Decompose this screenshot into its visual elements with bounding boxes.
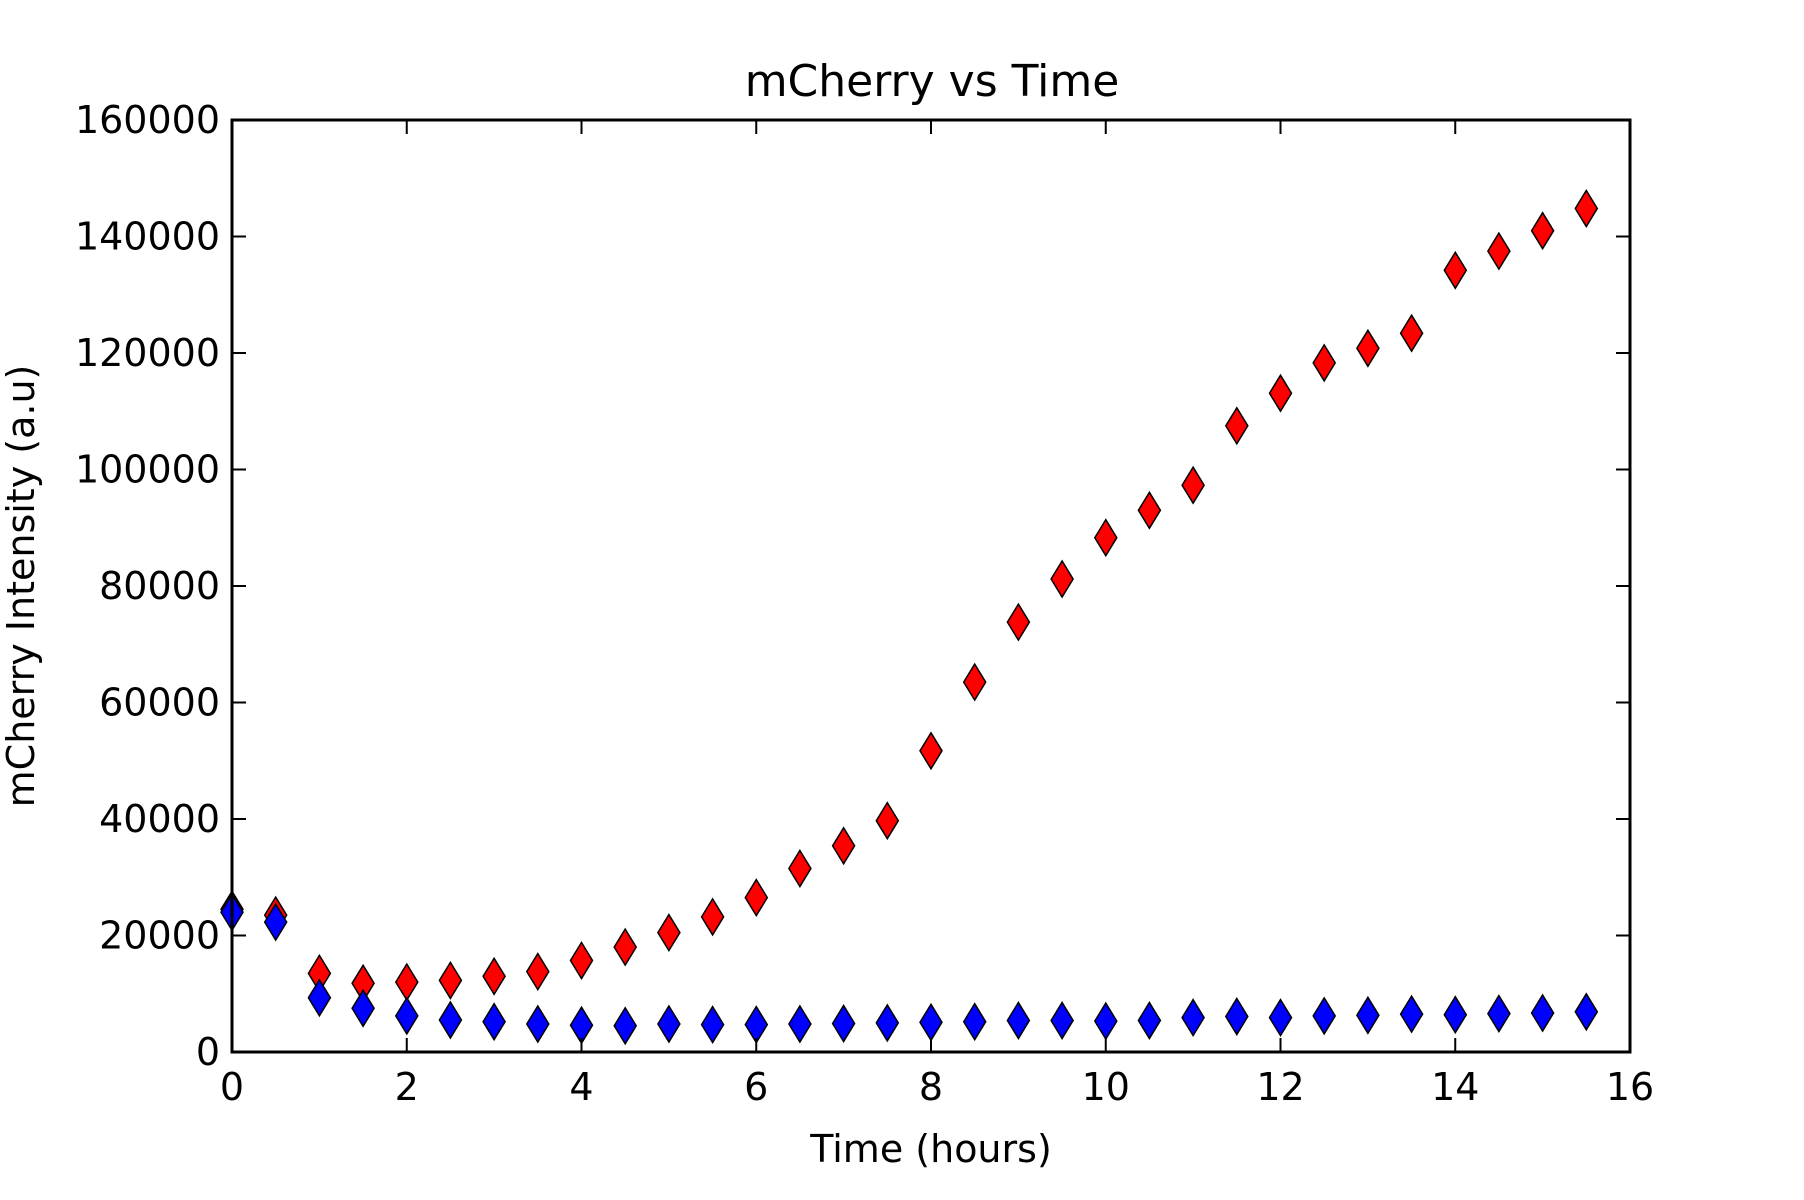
data-point-red <box>569 941 594 980</box>
data-point-blue <box>1530 993 1555 1033</box>
data-point-red <box>1268 373 1293 413</box>
y-tick-label: 140000 <box>75 215 220 259</box>
data-point-red <box>1399 313 1424 353</box>
data-point-blue <box>1181 998 1205 1038</box>
x-tick-label: 14 <box>1431 1065 1479 1109</box>
x-tick-label: 2 <box>395 1065 419 1109</box>
y-tick-label: 160000 <box>75 98 220 142</box>
x-tick-label: 0 <box>220 1065 244 1109</box>
y-tick-labels: 0 20000 40000 60000 80000 100000 120000 140000 1… <box>75 98 220 1074</box>
data-point-red <box>1181 465 1205 505</box>
data-point-blue <box>1137 1001 1162 1040</box>
data-point-blue <box>482 1002 506 1042</box>
data-point-red <box>788 849 812 888</box>
data-point-red <box>1006 602 1031 642</box>
data-point-blue <box>263 902 288 942</box>
series-blue <box>220 892 1599 1046</box>
data-point-blue <box>525 1004 550 1044</box>
data-point-red <box>525 952 550 992</box>
data-point-blue <box>962 1002 987 1042</box>
data-point-blue <box>438 1000 463 1040</box>
data-point-blue <box>1050 1001 1074 1040</box>
data-point-blue <box>875 1003 900 1043</box>
data-point-blue <box>351 988 375 1028</box>
data-point-blue <box>700 1005 725 1045</box>
data-point-red <box>919 731 943 771</box>
data-point-red <box>1224 406 1249 446</box>
series-red <box>220 189 1599 1003</box>
data-point-blue <box>657 1004 681 1044</box>
data-point-red <box>700 897 725 937</box>
x-tick-label: 8 <box>919 1065 943 1109</box>
data-series <box>220 189 1599 1046</box>
plot-frame <box>230 118 1632 1054</box>
data-point-blue <box>394 996 419 1036</box>
data-point-blue <box>1268 998 1293 1038</box>
x-tick-label: 16 <box>1606 1065 1654 1109</box>
chart-title: mCherry vs Time <box>745 56 1120 107</box>
x-tick-label: 6 <box>744 1065 768 1109</box>
x-tick-label: 10 <box>1082 1065 1130 1109</box>
data-point-red <box>1312 343 1337 383</box>
data-point-red <box>613 927 638 967</box>
y-tick-label: 0 <box>196 1030 220 1074</box>
data-point-red <box>1530 211 1555 251</box>
data-point-red <box>657 913 681 953</box>
data-point-red <box>1050 559 1074 599</box>
data-point-blue <box>613 1006 638 1046</box>
x-tick-label: 4 <box>569 1065 593 1109</box>
y-tick-label: 20000 <box>99 914 220 958</box>
data-point-red <box>1356 328 1380 368</box>
x-tick-labels: 0 2 4 6 8 10 12 14 16 <box>220 1065 1654 1109</box>
data-point-blue <box>1399 994 1424 1034</box>
y-axis-label: mCherry Intensity (a.u) <box>0 365 43 808</box>
y-tick-label: 60000 <box>99 681 220 725</box>
data-point-blue <box>1006 1001 1031 1040</box>
data-point-red <box>1093 518 1118 558</box>
data-point-red <box>1443 250 1468 290</box>
x-axis-label: Time (hours) <box>809 1127 1052 1171</box>
data-point-blue <box>831 1004 856 1043</box>
data-point-red <box>831 826 856 866</box>
y-tick-label: 80000 <box>99 564 220 608</box>
data-point-blue <box>307 978 332 1018</box>
x-tick-label: 12 <box>1256 1065 1304 1109</box>
data-point-blue <box>1574 992 1599 1032</box>
y-tick-label: 100000 <box>75 448 220 492</box>
data-point-blue <box>1224 997 1249 1036</box>
data-point-blue <box>788 1004 812 1044</box>
data-point-blue <box>1356 995 1380 1035</box>
data-point-red <box>482 956 506 996</box>
data-point-red <box>962 662 987 702</box>
data-point-red <box>1574 189 1599 228</box>
data-point-red <box>1137 490 1162 530</box>
data-point-red <box>438 960 463 1000</box>
data-point-red <box>875 801 900 841</box>
data-point-red <box>744 878 769 918</box>
y-tick-label: 40000 <box>99 797 220 841</box>
data-point-blue <box>1312 996 1337 1036</box>
data-point-blue <box>1487 994 1511 1034</box>
y-tick-label: 120000 <box>75 331 220 375</box>
data-point-blue <box>1443 995 1468 1035</box>
data-point-red <box>1487 231 1511 271</box>
